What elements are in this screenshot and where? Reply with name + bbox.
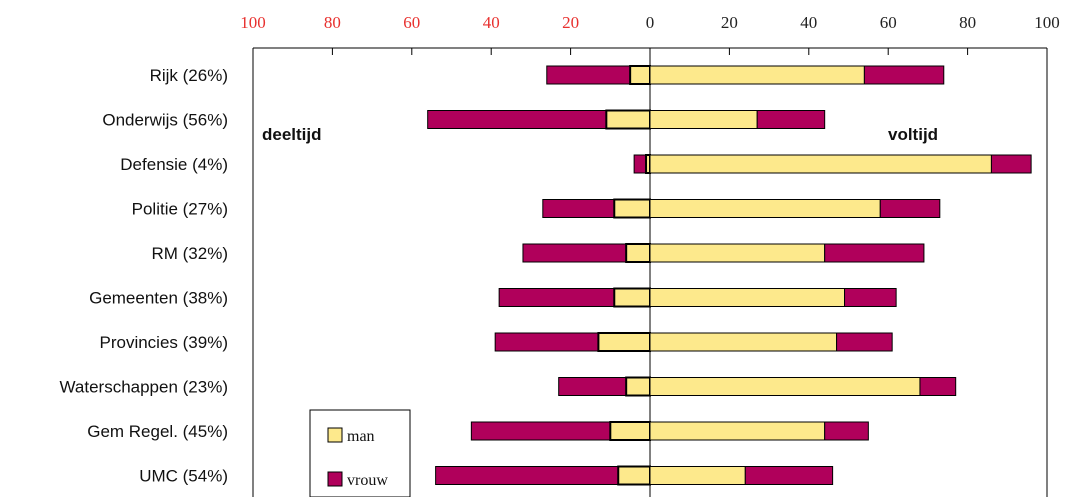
bar-deeltijd-vrouw	[542, 199, 615, 218]
category-label: Onderwijs (56%)	[102, 111, 228, 130]
bar-deeltijd-vrouw	[470, 421, 611, 441]
x-axis-ticks: 100 80 60 40 20 0 20 40 60 80 100	[240, 13, 1060, 55]
category-labels: Rijk (26%) Onderwijs (56%) Defensie (4%) Po…	[59, 66, 228, 486]
x-tick-label-right: 100	[1034, 13, 1060, 32]
x-tick-label-left: 40	[483, 13, 500, 32]
bar-voltijd-man	[649, 243, 826, 263]
legend-box	[309, 409, 411, 497]
x-tick-label-left: 100	[240, 13, 266, 32]
bar-deeltijd-vrouw	[498, 288, 615, 307]
x-tick-label-left: 20	[562, 13, 579, 32]
x-tick-label-right: 0	[646, 13, 655, 32]
bars	[427, 65, 1032, 486]
bar-voltijd-vrouw	[744, 466, 834, 485]
bar-voltijd-vrouw	[919, 377, 957, 396]
bar-voltijd-man	[649, 65, 865, 85]
legend: man vrouw	[309, 409, 411, 497]
category-label: Rijk (26%)	[150, 66, 228, 85]
side-label-deeltijd: deeltijd	[262, 125, 322, 144]
x-tick-label-right: 20	[721, 13, 738, 32]
bar-deeltijd-man	[625, 243, 651, 263]
bar-voltijd-man	[649, 466, 746, 485]
legend-label-man: man	[347, 428, 375, 445]
bar-deeltijd-vrouw	[427, 110, 607, 129]
legend-swatch-vrouw	[327, 471, 343, 487]
side-label-voltijd: voltijd	[888, 125, 938, 144]
bar-voltijd-vrouw	[824, 421, 869, 441]
bar-voltijd-man	[649, 154, 992, 174]
bar-deeltijd-man	[597, 332, 652, 352]
x-tick-label-left: 60	[403, 13, 420, 32]
bar-deeltijd-man	[645, 154, 652, 174]
x-tick-label-right: 40	[800, 13, 817, 32]
bar-deeltijd-vrouw	[546, 65, 631, 85]
bar-voltijd-man	[649, 110, 758, 129]
x-tick-label-right: 60	[880, 13, 897, 32]
category-label: Politie (27%)	[132, 200, 228, 219]
bar-voltijd-man	[649, 199, 881, 218]
category-label: Provincies (39%)	[100, 333, 229, 352]
bar-deeltijd-man	[613, 198, 652, 219]
bar-deeltijd-man	[609, 421, 651, 441]
bar-voltijd-vrouw	[836, 332, 893, 352]
bar-deeltijd-vrouw	[633, 154, 647, 174]
bar-voltijd-vrouw	[824, 243, 925, 263]
bar-voltijd-vrouw	[863, 65, 945, 85]
legend-label-vrouw: vrouw	[347, 472, 388, 489]
bar-voltijd-vrouw	[990, 154, 1032, 174]
category-label: Gem Regel. (45%)	[87, 422, 228, 441]
x-tick-label-right: 80	[959, 13, 976, 32]
bar-deeltijd-vrouw	[435, 466, 619, 485]
bar-voltijd-man	[649, 332, 838, 352]
bar-deeltijd-vrouw	[494, 332, 599, 352]
bar-voltijd-vrouw	[879, 199, 941, 218]
legend-swatch-man	[327, 427, 343, 443]
bar-deeltijd-man	[613, 287, 652, 308]
category-label: RM (32%)	[151, 244, 228, 263]
x-tick-label-left: 80	[324, 13, 341, 32]
bar-deeltijd-man	[625, 376, 651, 397]
category-label: Gemeenten (38%)	[89, 289, 228, 308]
bar-voltijd-man	[649, 377, 921, 396]
bar-deeltijd-man	[605, 109, 652, 130]
bar-voltijd-man	[649, 288, 846, 307]
category-label: UMC (54%)	[139, 467, 228, 486]
bar-deeltijd-man	[629, 65, 652, 85]
bar-deeltijd-vrouw	[522, 243, 627, 263]
category-label: Defensie (4%)	[120, 155, 228, 174]
bar-voltijd-vrouw	[756, 110, 826, 129]
bar-deeltijd-vrouw	[558, 377, 627, 396]
bar-voltijd-man	[649, 421, 826, 441]
bar-voltijd-vrouw	[844, 288, 897, 307]
bar-deeltijd-man	[617, 465, 651, 486]
category-label: Waterschappen (23%)	[59, 378, 228, 397]
